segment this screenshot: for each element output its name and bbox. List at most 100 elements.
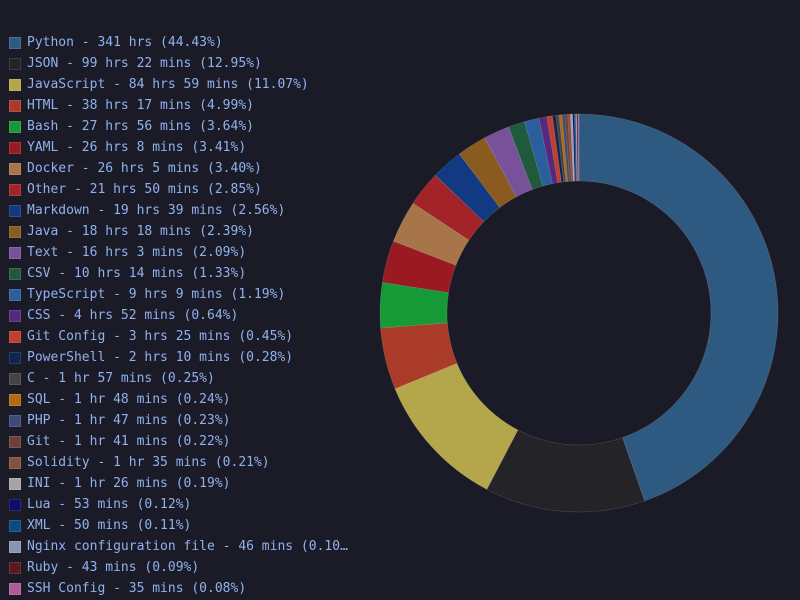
chart-legend: Python - 341 hrs (44.43%) JSON - 99 hrs 2… [9,32,354,599]
legend-swatch [9,372,21,385]
legend-swatch [9,498,21,511]
donut-slice[interactable] [552,115,565,183]
legend-swatch [9,246,21,259]
legend-label: Git Config - 3 hrs 25 mins (0.45%) [27,329,294,344]
legend-item[interactable]: Python - 341 hrs (44.43%) [9,32,354,53]
legend-label: CSS - 4 hrs 52 mins (0.64%) [27,308,239,323]
legend-swatch [9,393,21,406]
legend-label: Text - 16 hrs 3 mins (2.09%) [27,245,247,260]
legend-swatch [9,162,21,175]
legend-item[interactable]: Markdown - 19 hrs 39 mins (2.56%) [9,200,354,221]
legend-swatch [9,183,21,196]
legend-item[interactable]: JSON - 99 hrs 22 mins (12.95%) [9,53,354,74]
legend-label: SQL - 1 hr 48 mins (0.24%) [27,392,231,407]
legend-item[interactable]: Other - 21 hrs 50 mins (2.85%) [9,179,354,200]
donut-slice[interactable] [380,322,458,390]
legend-swatch [9,267,21,280]
donut-slice[interactable] [458,137,517,208]
legend-swatch [9,519,21,532]
legend-label: JSON - 99 hrs 22 mins (12.95%) [27,56,262,71]
legend-label: Bash - 27 hrs 56 mins (3.64%) [27,119,254,134]
legend-item[interactable]: Git Config - 3 hrs 25 mins (0.45%) [9,326,354,347]
donut-slice[interactable] [577,113,580,182]
legend-item[interactable]: JavaScript - 84 hrs 59 mins (11.07%) [9,74,354,95]
legend-swatch [9,540,21,553]
legend-item[interactable]: CSV - 10 hrs 14 mins (1.33%) [9,263,354,284]
legend-item[interactable]: SQL - 1 hr 48 mins (0.24%) [9,389,354,410]
donut-chart [379,113,779,513]
legend-swatch [9,330,21,343]
legend-item[interactable]: YAML - 26 hrs 8 mins (3.41%) [9,137,354,158]
legend-item[interactable]: Text - 16 hrs 3 mins (2.09%) [9,242,354,263]
legend-item[interactable]: HTML - 38 hrs 17 mins (4.99%) [9,95,354,116]
legend-label: Lua - 53 mins (0.12%) [27,497,192,512]
legend-swatch [9,456,21,469]
legend-item[interactable]: Nginx configuration file - 46 mins (0.10… [9,536,354,557]
legend-swatch [9,288,21,301]
legend-item[interactable]: Lua - 53 mins (0.12%) [9,494,354,515]
legend-item[interactable]: C - 1 hr 57 mins (0.25%) [9,368,354,389]
legend-swatch [9,78,21,91]
legend-item[interactable]: SSH Config - 35 mins (0.08%) [9,578,354,599]
donut-slice[interactable] [570,113,576,182]
legend-item[interactable]: PHP - 1 hr 47 mins (0.23%) [9,410,354,431]
legend-label: HTML - 38 hrs 17 mins (4.99%) [27,98,254,113]
legend-item[interactable]: Docker - 26 hrs 5 mins (3.40%) [9,158,354,179]
legend-label: JavaScript - 84 hrs 59 mins (11.07%) [27,77,309,92]
legend-item[interactable]: Solidity - 1 hr 35 mins (0.21%) [9,452,354,473]
donut-slice[interactable] [434,153,501,223]
legend-label: YAML - 26 hrs 8 mins (3.41%) [27,140,247,155]
donut-slice[interactable] [578,113,779,502]
legend-item[interactable]: INI - 1 hr 26 mins (0.19%) [9,473,354,494]
legend-label: TypeScript - 9 hrs 9 mins (1.19%) [27,287,286,302]
legend-label: Markdown - 19 hrs 39 mins (2.56%) [27,203,286,218]
donut-slice[interactable] [486,429,646,513]
legend-label: Java - 18 hrs 18 mins (2.39%) [27,224,254,239]
legend-label: Nginx configuration file - 46 mins (0.10… [27,539,349,554]
legend-swatch [9,435,21,448]
legend-swatch [9,351,21,364]
donut-slice[interactable] [394,362,519,490]
legend-item[interactable]: TypeScript - 9 hrs 9 mins (1.19%) [9,284,354,305]
legend-item[interactable]: Git - 1 hr 41 mins (0.22%) [9,431,354,452]
donut-slice[interactable] [564,114,572,182]
donut-slice[interactable] [573,113,578,182]
donut-slice[interactable] [484,126,533,198]
donut-slice[interactable] [558,114,569,182]
donut-slice[interactable] [576,113,579,182]
legend-swatch [9,99,21,112]
legend-label: CSV - 10 hrs 14 mins (1.33%) [27,266,247,281]
legend-item[interactable]: XML - 50 mins (0.11%) [9,515,354,536]
legend-swatch [9,309,21,322]
donut-slice[interactable] [572,113,577,182]
legend-swatch [9,561,21,574]
legend-item[interactable]: Ruby - 43 mins (0.09%) [9,557,354,578]
legend-swatch [9,141,21,154]
legend-label: Ruby - 43 mins (0.09%) [27,560,200,575]
legend-item[interactable]: CSS - 4 hrs 52 mins (0.64%) [9,305,354,326]
legend-label: INI - 1 hr 26 mins (0.19%) [27,476,231,491]
legend-item[interactable]: Java - 18 hrs 18 mins (2.39%) [9,221,354,242]
legend-label: XML - 50 mins (0.11%) [27,518,192,533]
legend-swatch [9,414,21,427]
legend-swatch [9,204,21,217]
legend-label: Docker - 26 hrs 5 mins (3.40%) [27,161,262,176]
legend-swatch [9,120,21,133]
donut-slice[interactable] [508,121,544,190]
legend-swatch [9,36,21,49]
legend-label: SSH Config - 35 mins (0.08%) [27,581,247,596]
legend-item[interactable]: PowerShell - 2 hrs 10 mins (0.28%) [9,347,354,368]
legend-item[interactable]: Bash - 27 hrs 56 mins (3.64%) [9,116,354,137]
legend-label: PHP - 1 hr 47 mins (0.23%) [27,413,231,428]
legend-label: Other - 21 hrs 50 mins (2.85%) [27,182,262,197]
legend-swatch [9,225,21,238]
legend-label: Python - 341 hrs (44.43%) [27,35,223,50]
legend-label: Git - 1 hr 41 mins (0.22%) [27,434,231,449]
legend-label: PowerShell - 2 hrs 10 mins (0.28%) [27,350,294,365]
donut-slice[interactable] [575,113,578,182]
donut-slice[interactable] [555,114,567,183]
donut-slice[interactable] [546,115,562,184]
legend-label: Solidity - 1 hr 35 mins (0.21%) [27,455,270,470]
donut-slice[interactable] [567,113,574,182]
